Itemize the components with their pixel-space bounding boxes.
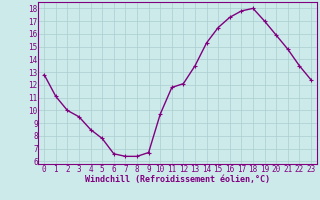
X-axis label: Windchill (Refroidissement éolien,°C): Windchill (Refroidissement éolien,°C) xyxy=(85,175,270,184)
